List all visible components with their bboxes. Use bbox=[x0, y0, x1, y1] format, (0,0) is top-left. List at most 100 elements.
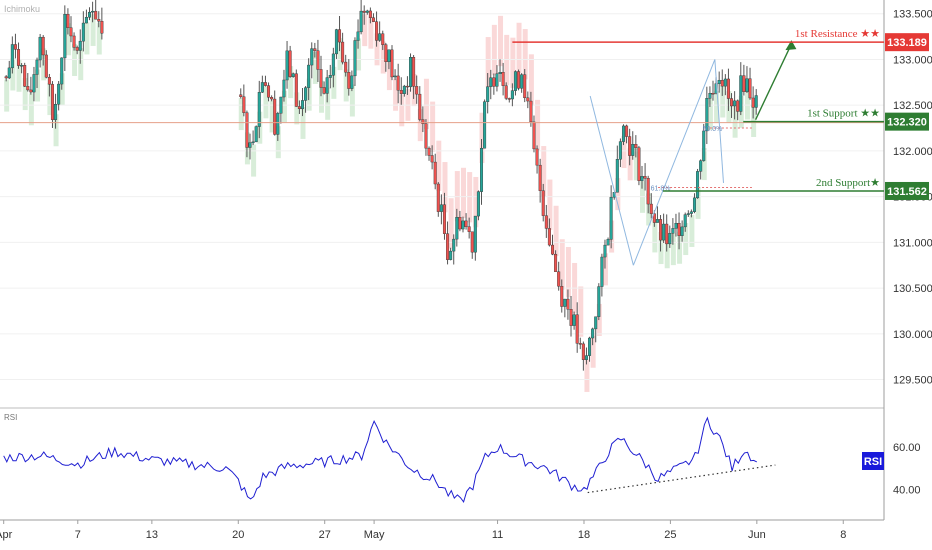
candle-body[interactable] bbox=[483, 101, 487, 149]
candle-body[interactable] bbox=[66, 14, 70, 28]
candle-body[interactable] bbox=[655, 219, 659, 223]
candle-body[interactable] bbox=[696, 171, 700, 199]
candle-body[interactable] bbox=[733, 100, 737, 107]
candle-body[interactable] bbox=[532, 121, 536, 150]
candle-body[interactable] bbox=[442, 204, 446, 234]
candle-body[interactable] bbox=[282, 79, 286, 98]
candle-body[interactable] bbox=[535, 148, 539, 166]
candle-body[interactable] bbox=[513, 71, 517, 91]
candle-body[interactable] bbox=[520, 74, 524, 89]
candle-body[interactable] bbox=[7, 67, 11, 79]
candle-body[interactable] bbox=[711, 92, 715, 95]
candle-body[interactable] bbox=[594, 316, 598, 330]
candle-body[interactable] bbox=[328, 75, 332, 78]
candle-body[interactable] bbox=[544, 215, 548, 229]
candle-body[interactable] bbox=[13, 44, 17, 50]
candle-body[interactable] bbox=[359, 10, 363, 33]
candle-body[interactable] bbox=[748, 78, 752, 99]
candle-body[interactable] bbox=[396, 75, 400, 91]
candle-body[interactable] bbox=[50, 84, 54, 120]
candle-body[interactable] bbox=[276, 113, 280, 135]
candle-body[interactable] bbox=[297, 106, 301, 110]
candle-body[interactable] bbox=[523, 74, 527, 99]
candle-body[interactable] bbox=[677, 223, 681, 236]
candle-body[interactable] bbox=[634, 144, 638, 148]
candle-body[interactable] bbox=[81, 22, 85, 42]
candle-body[interactable] bbox=[421, 119, 425, 124]
candle-body[interactable] bbox=[415, 86, 419, 95]
candle-body[interactable] bbox=[665, 223, 669, 245]
candle-body[interactable] bbox=[501, 72, 505, 86]
candle-body[interactable] bbox=[507, 98, 511, 100]
candle-body[interactable] bbox=[325, 77, 329, 94]
candle-body[interactable] bbox=[29, 89, 33, 93]
candle-body[interactable] bbox=[603, 244, 607, 258]
candle-body[interactable] bbox=[412, 57, 416, 87]
candle-body[interactable] bbox=[334, 29, 338, 55]
candle-body[interactable] bbox=[57, 83, 61, 105]
candle-body[interactable] bbox=[692, 197, 696, 212]
candle-body[interactable] bbox=[498, 72, 502, 74]
candle-body[interactable] bbox=[63, 14, 67, 59]
candle-body[interactable] bbox=[439, 204, 443, 212]
candle-body[interactable] bbox=[529, 100, 533, 123]
candle-body[interactable] bbox=[597, 286, 601, 317]
candle-body[interactable] bbox=[384, 44, 388, 62]
candle-body[interactable] bbox=[659, 219, 663, 241]
candle-body[interactable] bbox=[41, 36, 45, 56]
candle-body[interactable] bbox=[390, 49, 394, 78]
candle-body[interactable] bbox=[72, 35, 76, 48]
candle-body[interactable] bbox=[591, 328, 595, 339]
candle-body[interactable] bbox=[708, 92, 712, 99]
candle-body[interactable] bbox=[279, 96, 283, 114]
candle-body[interactable] bbox=[720, 80, 724, 87]
candle-body[interactable] bbox=[69, 27, 73, 37]
candle-body[interactable] bbox=[44, 54, 48, 78]
candle-body[interactable] bbox=[557, 271, 561, 287]
candle-body[interactable] bbox=[581, 343, 585, 360]
candle-body[interactable] bbox=[467, 226, 471, 232]
candle-body[interactable] bbox=[91, 10, 95, 13]
candle-body[interactable] bbox=[319, 69, 323, 88]
candle-body[interactable] bbox=[628, 136, 632, 156]
candle-body[interactable] bbox=[285, 50, 289, 81]
candle-body[interactable] bbox=[313, 48, 317, 51]
candle-body[interactable] bbox=[668, 233, 672, 245]
candle-body[interactable] bbox=[560, 286, 564, 307]
candle-body[interactable] bbox=[60, 57, 64, 85]
candle-body[interactable] bbox=[239, 94, 243, 97]
candle-body[interactable] bbox=[470, 231, 474, 253]
candle-body[interactable] bbox=[640, 176, 644, 181]
candle-body[interactable] bbox=[615, 159, 619, 193]
candle-body[interactable] bbox=[270, 97, 274, 100]
candle-body[interactable] bbox=[717, 80, 721, 84]
candle-body[interactable] bbox=[100, 21, 104, 34]
candle-body[interactable] bbox=[20, 65, 24, 67]
candle-body[interactable] bbox=[362, 10, 366, 13]
candle-body[interactable] bbox=[504, 85, 508, 99]
candle-body[interactable] bbox=[341, 41, 345, 63]
candle-body[interactable] bbox=[418, 93, 422, 120]
candle-body[interactable] bbox=[449, 250, 453, 260]
candle-body[interactable] bbox=[606, 239, 610, 246]
candle-body[interactable] bbox=[304, 87, 308, 101]
candle-body[interactable] bbox=[584, 355, 588, 360]
candle-body[interactable] bbox=[378, 33, 382, 41]
candle-body[interactable] bbox=[736, 100, 740, 112]
rsi-line[interactable] bbox=[3, 416, 758, 504]
candle-body[interactable] bbox=[17, 49, 21, 66]
candle-body[interactable] bbox=[399, 90, 403, 94]
candle-body[interactable] bbox=[436, 183, 440, 212]
candle-body[interactable] bbox=[353, 40, 357, 77]
candle-body[interactable] bbox=[554, 253, 558, 272]
candle-body[interactable] bbox=[245, 112, 249, 148]
candle-body[interactable] bbox=[572, 314, 576, 326]
candle-body[interactable] bbox=[674, 223, 678, 229]
rsi-pane[interactable] bbox=[3, 416, 776, 504]
candle-body[interactable] bbox=[387, 49, 391, 62]
candle-body[interactable] bbox=[588, 337, 592, 356]
candle-body[interactable] bbox=[625, 125, 629, 137]
candle-body[interactable] bbox=[23, 65, 27, 87]
candle-body[interactable] bbox=[47, 77, 51, 85]
